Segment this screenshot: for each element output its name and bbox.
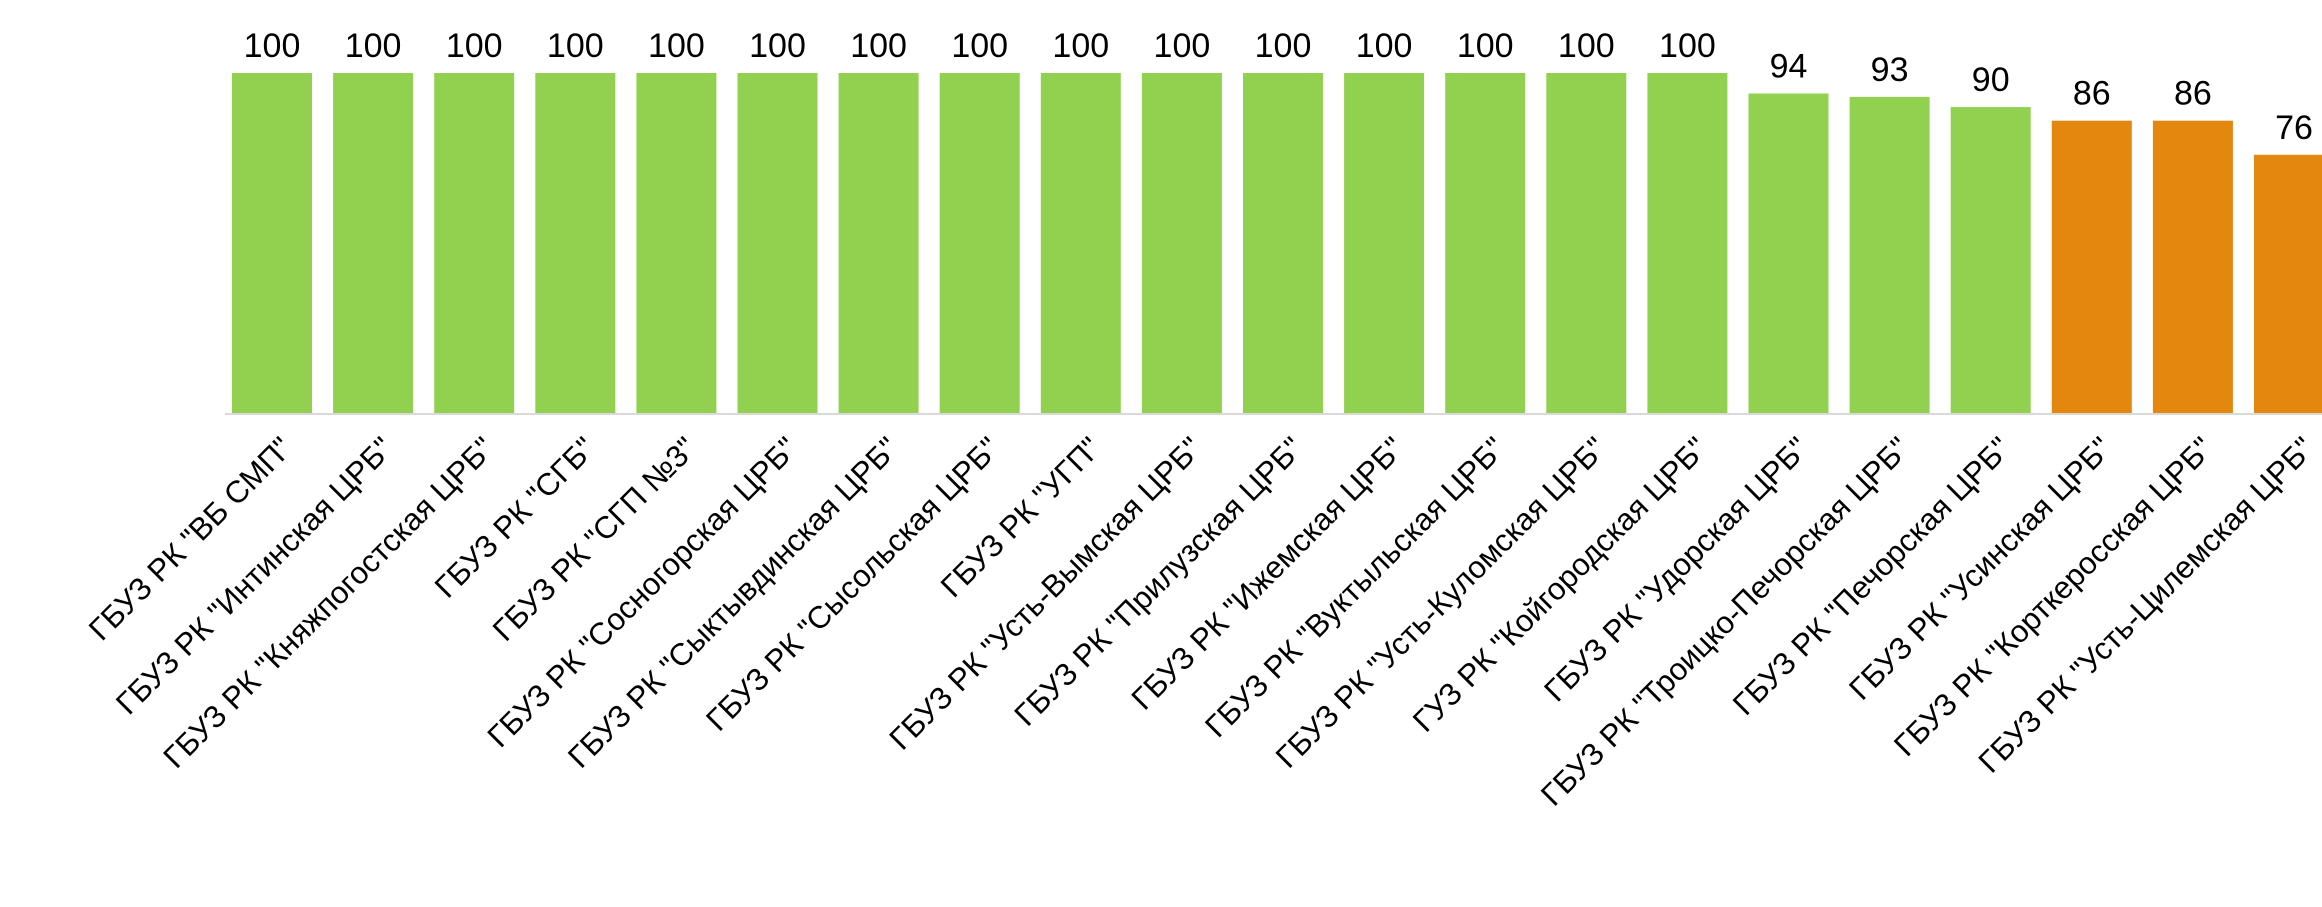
bar <box>1546 73 1627 414</box>
data-label: 100 <box>749 27 806 65</box>
data-label: 100 <box>1052 27 1109 65</box>
bar <box>434 73 515 414</box>
data-label: 94 <box>1770 48 1808 86</box>
bar <box>1748 93 1829 414</box>
bar <box>535 73 616 414</box>
bar <box>1950 107 2031 414</box>
data-label: 100 <box>244 27 301 65</box>
data-label: 90 <box>1972 61 2010 99</box>
data-label: 100 <box>1457 27 1514 65</box>
bar <box>2254 154 2322 415</box>
data-label: 76 <box>2275 109 2313 147</box>
bar <box>2152 120 2233 414</box>
bar <box>838 73 919 414</box>
data-label: 86 <box>2073 75 2111 113</box>
bar <box>1647 73 1728 414</box>
data-label: 100 <box>1154 27 1211 65</box>
data-label: 100 <box>1558 27 1615 65</box>
bar <box>1243 73 1323 414</box>
data-label: 100 <box>547 27 604 65</box>
bar <box>232 73 312 414</box>
bar <box>636 73 717 414</box>
bar <box>333 73 414 414</box>
data-label: 86 <box>2174 75 2212 113</box>
data-label: 100 <box>1255 27 1312 65</box>
bar <box>1849 96 1930 415</box>
data-label: 100 <box>850 27 907 65</box>
data-label: 100 <box>951 27 1008 65</box>
bar <box>1141 73 1222 414</box>
bar <box>737 73 818 414</box>
data-label: 100 <box>345 27 402 65</box>
data-label: 100 <box>1659 27 1716 65</box>
bar <box>1040 73 1121 414</box>
bar <box>939 73 1020 414</box>
bar <box>1344 73 1425 414</box>
data-label: 100 <box>1356 27 1413 65</box>
bar <box>2051 120 2132 414</box>
bar <box>1445 73 1526 414</box>
bars-layer <box>232 73 2322 415</box>
category-label: ГБУЗ РК "Троицко-Печорская ЦРБ" <box>1534 430 1916 812</box>
category-labels-layer: ГБУЗ РК "ВБ СМП"ГБУЗ РК "Интинская ЦРБ"Г… <box>82 430 2321 812</box>
value-labels-layer: 100 100 100 100 100 100 100 100 100 100 100 100 100 1… <box>244 27 2313 147</box>
data-label: 100 <box>648 27 705 65</box>
data-label: 100 <box>446 27 503 65</box>
data-label: 93 <box>1871 51 1909 89</box>
